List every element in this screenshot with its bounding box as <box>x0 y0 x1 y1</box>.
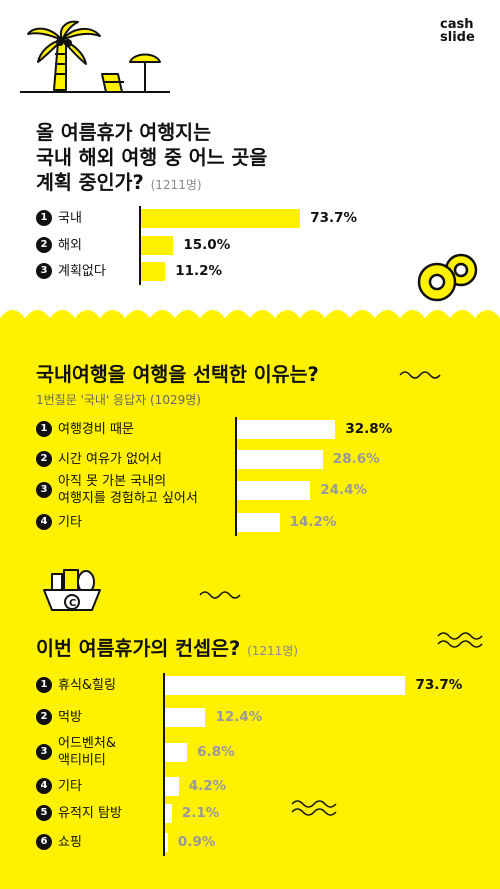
data-label: 24.4% <box>320 481 368 498</box>
category-label: 유적지 탐방 <box>58 805 122 821</box>
category-label: 시간 여유가 없어서 <box>58 451 162 467</box>
category-label: 쇼핑 <box>58 834 82 850</box>
rank-number-badge: 6 <box>36 834 52 850</box>
bar <box>165 803 172 823</box>
chart1-title-line1: 올 여름휴가 여행지는 <box>36 121 212 144</box>
bar <box>165 707 206 727</box>
chart2-axis <box>235 417 237 536</box>
brand-logo-line2: slide <box>440 30 475 45</box>
category-label: 먹방 <box>58 709 82 725</box>
chart1-respondent-count: (1211명) <box>150 178 202 192</box>
bar <box>237 480 311 500</box>
top-section-background <box>0 0 500 330</box>
chart3-axis <box>163 673 165 856</box>
chart3-title-text: 이번 여름휴가의 컨셉은? <box>36 637 241 660</box>
wave-squiggle-icon <box>199 591 241 599</box>
yellow-wave-background <box>0 310 500 889</box>
rank-number-badge: 4 <box>36 514 52 530</box>
chart1-axis <box>139 206 141 285</box>
rank-number-badge: 4 <box>36 778 52 794</box>
chart1-title-line3-text: 계획 중인가? <box>36 171 144 194</box>
rank-number-badge: 1 <box>36 210 52 226</box>
data-label: 12.4% <box>215 708 263 725</box>
bar <box>141 235 174 255</box>
category-label: 여행지를 경험하고 싶어서 <box>58 491 198 506</box>
svg-text:C: C <box>69 598 76 609</box>
data-label: 6.8% <box>197 743 235 760</box>
data-label: 73.7% <box>310 209 358 226</box>
category-label: 기타 <box>58 514 82 530</box>
beach-chair-umbrella-icon <box>100 53 170 93</box>
bar <box>165 675 406 695</box>
data-label: 15.0% <box>183 236 231 253</box>
rank-number-badge: 2 <box>36 709 52 725</box>
bar <box>165 776 179 796</box>
bar <box>237 449 323 469</box>
wave-squiggle-icon <box>291 800 337 816</box>
bar <box>237 512 280 532</box>
chart1-title-line3: 계획 중인가? (1211명) <box>36 170 202 198</box>
category-label: 해외 <box>58 237 82 253</box>
data-label: 32.8% <box>345 420 393 437</box>
swim-ring-icon <box>417 253 478 302</box>
chart2-title: 국내여행을 여행을 선택한 이유는? <box>36 363 319 386</box>
category-label: 여행경비 때문 <box>58 421 134 437</box>
shopping-basket-icon: C <box>43 569 101 611</box>
data-label: 2.1% <box>181 804 220 821</box>
data-label: 73.7% <box>415 676 463 693</box>
data-label: 11.2% <box>175 262 223 279</box>
wave-squiggle-icon <box>399 371 441 379</box>
category-label: 아직 못 가본 국내의 <box>58 474 167 489</box>
wave-squiggle-icon <box>437 632 483 648</box>
category-label: 휴식&힐링 <box>58 677 116 693</box>
data-label: 0.9% <box>177 833 216 850</box>
rank-number-badge: 2 <box>36 237 52 253</box>
brand-logo-line1: cash <box>440 17 474 32</box>
rank-number-badge: 3 <box>36 744 52 760</box>
rank-number-badge: 1 <box>36 421 52 437</box>
data-label: 28.6% <box>332 450 380 467</box>
category-label: 계획없다 <box>58 263 106 279</box>
chart2-subtitle: 1번질문 '국내' 응답자 (1029명) <box>36 393 201 407</box>
bar <box>237 419 336 439</box>
chart3-respondent-count: (1211명) <box>247 644 299 658</box>
rank-number-badge: 5 <box>36 805 52 821</box>
data-label: 4.2% <box>188 777 227 794</box>
bar <box>141 208 301 228</box>
rank-number-badge: 3 <box>36 482 52 498</box>
data-label: 14.2% <box>289 513 337 530</box>
brand-logo: cash slide <box>440 18 475 44</box>
bar <box>165 742 188 762</box>
chart3-title: 이번 여름휴가의 컨셉은? (1211명) <box>36 636 298 664</box>
rank-number-badge: 1 <box>36 677 52 693</box>
rank-number-badge: 2 <box>36 451 52 467</box>
bar <box>141 261 166 281</box>
bar <box>165 832 168 852</box>
category-label: 기타 <box>58 778 82 794</box>
palm-tree-icon <box>20 20 110 93</box>
chart1-title-line2: 국내 해외 여행 중 어느 곳을 <box>36 146 268 169</box>
category-label: 액티비티 <box>58 753 106 768</box>
category-label: 어드벤처& <box>58 736 116 751</box>
rank-number-badge: 3 <box>36 263 52 279</box>
category-label: 국내 <box>58 210 82 226</box>
